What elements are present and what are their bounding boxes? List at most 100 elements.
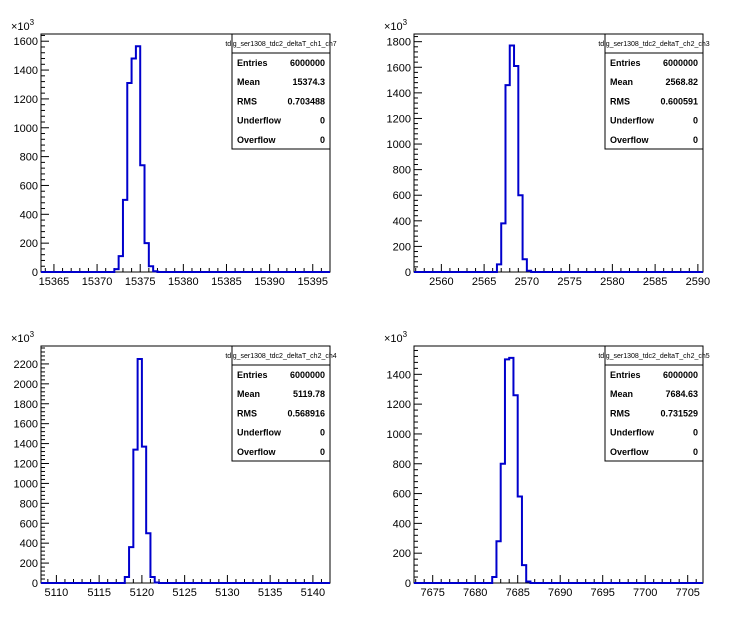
x-tick-label: 7695 — [590, 587, 614, 599]
histogram-bin — [123, 200, 127, 272]
stats-label-overflow: Overflow — [610, 135, 650, 145]
histogram-outline — [41, 45, 330, 273]
y-tick-label: 800 — [20, 152, 38, 164]
stats-value-overflow: 0 — [693, 135, 698, 145]
stats-label-underflow: Underflow — [610, 428, 655, 438]
histogram-bin — [497, 264, 501, 272]
x-tick-label: 15380 — [168, 276, 199, 288]
x-tick-label: 15385 — [211, 276, 242, 288]
histogram-bin — [518, 195, 522, 272]
histogram-bin — [526, 582, 530, 583]
x-tick-label: 5110 — [45, 587, 69, 599]
histogram-panel-2: 0 200 400 600 800 1000 1200 1400 1600 1800 ×103 256… — [384, 18, 710, 288]
stats-label-mean: Mean — [610, 77, 633, 87]
stats-label-rms: RMS — [610, 96, 630, 106]
y-exponent-label: ×103 — [384, 18, 408, 33]
x-tick-label: 2580 — [600, 276, 624, 288]
x-tick-label: 7690 — [548, 587, 572, 599]
stats-label-underflow: Underflow — [237, 428, 282, 438]
y-tick-label: 600 — [393, 190, 411, 202]
stats-label-rms: RMS — [237, 408, 257, 418]
histogram-panel-4: 0 200 400 600 800 1000 1200 1400 ×103 7675 7680 768… — [384, 330, 710, 599]
histogram-bin — [501, 464, 505, 583]
x-tick-label: 5115 — [87, 587, 111, 599]
y-tick-label: 1600 — [14, 36, 38, 48]
x-tick-label: 2590 — [686, 276, 710, 288]
y-tick-label: 600 — [393, 489, 411, 501]
histogram-bin — [523, 259, 527, 272]
x-tick-label: 5135 — [258, 587, 282, 599]
histogram-bin — [513, 395, 517, 583]
x-tick-label: 15370 — [82, 276, 113, 288]
histogram-bin — [514, 66, 518, 272]
stats-box-frame — [604, 33, 704, 150]
histogram-bin — [140, 165, 144, 272]
stats-value-rms: 0.600591 — [660, 96, 698, 106]
x-tick-label: 15395 — [297, 276, 328, 288]
x-tick-label: 15390 — [254, 276, 285, 288]
y-exponent-label: ×103 — [11, 330, 35, 345]
stats-label-underflow: Underflow — [237, 116, 282, 126]
y-tick-label: 0 — [405, 578, 411, 590]
stats-label-entries: Entries — [237, 370, 268, 380]
x-tick-label: 7700 — [633, 587, 657, 599]
stats-label-underflow: Underflow — [610, 116, 655, 126]
histogram-bin — [505, 85, 509, 272]
histogram-bin — [136, 46, 140, 272]
stats-box: tdig_ser1308_tdc2_deltaT_ch2_ch4 Entries 6… — [225, 345, 337, 462]
y-tick-label: 1400 — [14, 439, 38, 451]
stats-value-underflow: 0 — [320, 116, 325, 126]
stats-value-mean: 15374.3 — [292, 77, 325, 87]
stats-label-entries: Entries — [610, 370, 641, 380]
stats-box-frame — [231, 345, 331, 462]
histogram-bin — [492, 577, 496, 583]
y-tick-label: 1400 — [387, 88, 411, 100]
y-tick-label: 1000 — [14, 123, 38, 135]
stats-box-frame — [231, 33, 331, 150]
y-tick-label: 1200 — [387, 113, 411, 125]
stats-box: tdig_ser1308_tdc2_deltaT_ch2_ch3 Entries 6… — [598, 33, 710, 150]
histogram-bin — [522, 565, 526, 583]
stats-box-frame — [604, 345, 704, 462]
x-tick-label: 2585 — [643, 276, 667, 288]
x-tick-label: 5125 — [172, 587, 196, 599]
stats-box: tdig_ser1308_tdc2_deltaT_ch1_ch7 Entries 6… — [225, 33, 337, 150]
y-tick-label: 1600 — [387, 62, 411, 74]
histogram-outline — [41, 357, 330, 584]
x-tick-label: 7675 — [420, 587, 444, 599]
histogram-bin — [149, 266, 153, 272]
stats-box: tdig_ser1308_tdc2_deltaT_ch2_ch5 Entries 6… — [598, 345, 710, 462]
y-exponent-label: ×103 — [384, 330, 408, 345]
stats-label-mean: Mean — [610, 389, 633, 399]
stats-label-overflow: Overflow — [610, 447, 650, 457]
histogram-bin — [518, 497, 522, 583]
x-tick-label: 5120 — [130, 587, 154, 599]
histogram-bin — [114, 269, 118, 272]
x-tick-label: 15365 — [39, 276, 70, 288]
histogram-bin — [496, 541, 500, 583]
stats-title: tdig_ser1308_tdc2_deltaT_ch2_ch5 — [598, 353, 709, 360]
y-tick-label: 1000 — [14, 478, 38, 490]
histogram-bin — [150, 577, 154, 583]
stats-value-mean: 5119.78 — [293, 389, 325, 399]
y-tick-label: 400 — [20, 538, 38, 550]
y-tick-label: 1400 — [387, 369, 411, 381]
x-tick-label: 2570 — [515, 276, 539, 288]
histogram-bin — [133, 450, 137, 583]
stats-value-rms: 0.703488 — [287, 96, 325, 106]
y-tick-label: 1200 — [387, 399, 411, 411]
x-tick-label: 2560 — [429, 276, 453, 288]
stats-value-rms: 0.568916 — [287, 408, 325, 418]
stats-value-entries: 6000000 — [663, 370, 698, 380]
histogram-bin — [505, 359, 509, 583]
histogram-bin — [501, 223, 505, 272]
y-tick-label: 400 — [20, 209, 38, 221]
histogram-bin — [142, 447, 146, 583]
stats-value-mean: 7684.63 — [665, 389, 698, 399]
stats-value-rms: 0.731529 — [660, 408, 698, 418]
y-tick-label: 1000 — [387, 429, 411, 441]
stats-label-entries: Entries — [237, 58, 268, 68]
stats-label-entries: Entries — [610, 58, 641, 68]
stats-value-overflow: 0 — [320, 135, 325, 145]
